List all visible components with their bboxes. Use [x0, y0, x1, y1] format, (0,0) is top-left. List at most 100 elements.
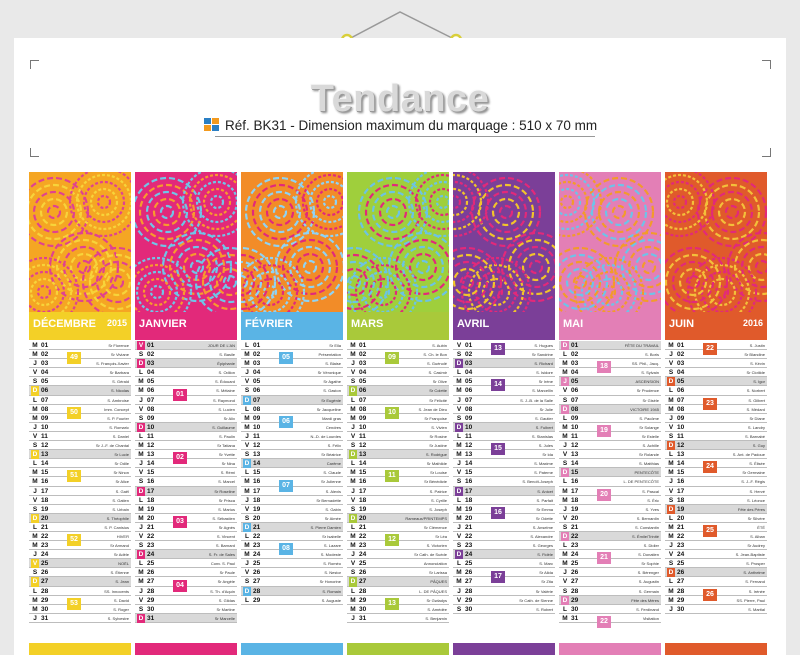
saint-name: S. Nestor [324, 570, 341, 576]
saint-name: S. Marius [218, 506, 235, 512]
weekday-letter: S [138, 414, 144, 422]
day-number: 17 [359, 487, 367, 495]
day-list: M 01 S. Justin J 02 Sr Blandine V 03 S. Kévin S 04… [665, 341, 767, 614]
month-name: JANVIER [139, 318, 187, 330]
day-number: 06 [147, 387, 155, 395]
weekday-letter: V [350, 369, 356, 377]
weekday-letter: J [139, 460, 143, 468]
saint-name: S. Fernand [745, 579, 765, 585]
saint-name: Sr Viviane [110, 352, 129, 358]
day-row: D 26 S. Anthelme [665, 568, 767, 578]
weekday-letter: L [245, 405, 249, 413]
weekday-letter: D [455, 486, 463, 496]
day-row: D 10 S. Fulbert [453, 422, 555, 432]
saint-name: S. Jean [115, 579, 129, 585]
day-row: L 04 S. Isidore [453, 368, 555, 378]
day-row: S 06 S. Gaston [241, 386, 343, 396]
weekday-letter: M [562, 614, 568, 622]
day-row: V 18 S. Gatien [29, 496, 131, 505]
day-number: 11 [465, 432, 472, 440]
saint-name: Sr Diane [749, 415, 765, 421]
day-row: V 29 Sr Cath. de Sienne [453, 596, 555, 605]
saint-name: Sr Marcelle [214, 615, 235, 621]
day-row: L 25 Conv. S. Paul [135, 559, 237, 569]
weekday-letter: M [668, 405, 674, 413]
day-number: 27 [465, 578, 473, 586]
weekday-letter: D [31, 450, 39, 460]
weekday-letter: M [562, 496, 568, 504]
day-number: 24 [253, 551, 261, 559]
day-row: D 19 Fête des Pères [665, 504, 767, 514]
weekday-letter: M [138, 378, 144, 386]
day-number: 05 [147, 378, 155, 386]
day-row: M 23 Sr Armand [29, 541, 131, 551]
day-number: 09 [147, 414, 155, 422]
saint-name: Sr Agathe [323, 379, 341, 385]
day-number: 09 [253, 414, 261, 422]
weekday-letter: V [350, 496, 356, 504]
day-row: D 06 S. Nicolas [29, 386, 131, 396]
saint-name: S. J.-F. Régis [741, 479, 765, 485]
day-row: D 24 S. Fidèle [453, 550, 555, 560]
day-number: 03 [465, 360, 473, 368]
saint-name: Sr Barbara [109, 370, 129, 376]
saint-name: Sr Tatiana [217, 443, 235, 449]
weekday-letter: V [32, 496, 38, 504]
day-number: 07 [253, 396, 261, 404]
day-row: D 01 FÊTE DU TRAVAIL [559, 341, 661, 351]
weekday-letter: S [138, 605, 144, 613]
day-list: V 01 JOUR DE L'AN S 02 S. Basile D 03 Épiphanie L… [135, 341, 237, 623]
weekday-letter: L [457, 432, 461, 440]
day-row: J 02 Sr Blandine [665, 350, 767, 360]
saint-name: Sr Yvette [218, 452, 235, 458]
week-number-badge: 12 [385, 534, 399, 547]
day-number: 31 [41, 614, 49, 622]
day-number: 18 [253, 496, 261, 504]
saint-name: Sr Germaine [742, 470, 765, 476]
day-number: 28 [359, 587, 367, 595]
weekday-letter: M [456, 569, 462, 577]
day-row: L 07 Sr Félicité [347, 396, 449, 405]
weekday-letter: J [563, 569, 567, 577]
day-list: M 01 S. Aubin M 02 S. Ch. le Bon J 03 S. Guénolé… [347, 341, 449, 623]
saint-name: S. Guillaume [212, 424, 235, 430]
saint-name: Sr Colette [429, 388, 447, 394]
day-number: 24 [359, 551, 367, 559]
month-name: MARS [351, 318, 384, 330]
month-column: FÉVRIER L 01 Sr Ella M 02 Présentation M 03 S. Bl… [241, 172, 343, 655]
day-number: 29 [677, 596, 685, 604]
saint-name: Sr Cath. de Suède [414, 552, 447, 558]
crop-mark [762, 148, 771, 157]
weekday-letter: D [137, 550, 145, 560]
saint-name: Sr Léa [435, 533, 447, 539]
weekday-letter: D [137, 613, 145, 623]
saint-name: Sr Aimée [324, 515, 341, 521]
day-row: L 30 S. Ferdinand [559, 605, 661, 614]
month-header: FÉVRIER [241, 312, 343, 340]
weekday-letter: D [561, 531, 569, 542]
day-row: D 20 S. Théophile [29, 513, 131, 523]
weekday-letter: M [244, 414, 250, 422]
saint-name: SS. Innocents [104, 588, 129, 594]
day-number: 03 [41, 360, 49, 368]
day-number: 06 [253, 387, 261, 395]
weekday-letter: V [138, 596, 144, 604]
day-row: J 11 N.-D. de Lourdes [241, 432, 343, 442]
weekday-letter: J [139, 587, 143, 595]
day-number: 30 [677, 605, 685, 613]
saint-name: Sr Blandine [744, 352, 765, 358]
weekday-letter: V [562, 451, 568, 459]
day-number: 08 [41, 405, 49, 413]
saint-name: Sr Prisca [218, 497, 235, 503]
saint-name: Visitation [642, 615, 659, 621]
day-row: L 04 S. Odilon [135, 368, 237, 378]
weekday-letter: J [669, 605, 673, 613]
saint-name: S. Modeste [320, 552, 341, 558]
saint-name: Sr Clotilde [746, 370, 765, 376]
day-row: V 22 S. Vincent [135, 532, 237, 542]
day-row: M 11 Sr Estelle [559, 432, 661, 442]
saint-name: S. Patrice [429, 488, 447, 494]
saint-name: S. Basile [219, 352, 235, 358]
weekday-letter: M [562, 560, 568, 568]
saint-name: S. Anthelme [743, 570, 765, 576]
